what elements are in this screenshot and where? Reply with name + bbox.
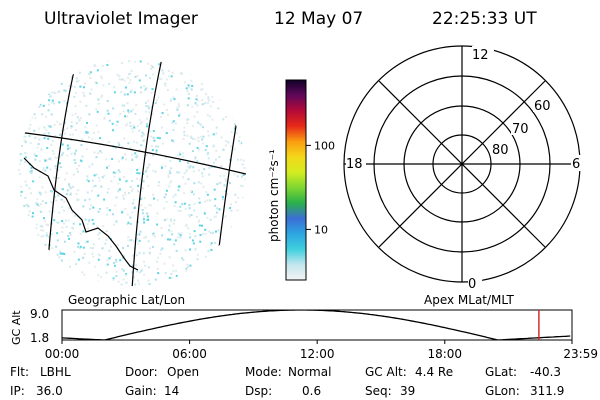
mode-label: Mode: bbox=[245, 365, 282, 379]
coastline bbox=[221, 238, 231, 258]
door-value: Open bbox=[167, 365, 199, 379]
lat-label-70: 70 bbox=[512, 122, 529, 137]
altitude-xtick-label: 23:59 bbox=[563, 347, 598, 361]
colorbar-tick-label: 100 bbox=[314, 139, 335, 152]
altitude-plot-frame bbox=[61, 309, 573, 341]
lat-label-80: 80 bbox=[492, 143, 509, 158]
gain-label: Gain: bbox=[125, 384, 157, 398]
door-label: Door: bbox=[125, 365, 158, 379]
mlt-label-left: 18 bbox=[346, 157, 363, 172]
mlt-label-bottom: 0 bbox=[468, 277, 476, 292]
glon-value: 311.9 bbox=[530, 384, 564, 398]
date-label: 12 May 07 bbox=[274, 9, 363, 29]
gain-value: 14 bbox=[164, 384, 179, 398]
instrument-title: Ultraviolet Imager bbox=[44, 9, 198, 29]
filter-value: LBHL bbox=[40, 365, 71, 379]
seq-value: 39 bbox=[400, 384, 415, 398]
colorbar-tick-label: 10 bbox=[314, 223, 328, 236]
glat-value: -40.3 bbox=[530, 365, 561, 379]
altitude-axis-label: GC Alt bbox=[10, 310, 23, 345]
latitude-line bbox=[18, 131, 246, 175]
altitude-xtick-label: 12:00 bbox=[300, 347, 335, 361]
status-panel: Flt: LBHL IP: 36.0 Door: Open Gain: 14 M… bbox=[10, 365, 564, 398]
altitude-xtick-label: 18:00 bbox=[427, 347, 462, 361]
ip-label: IP: bbox=[10, 384, 25, 398]
altitude-ytick-max: 9.0 bbox=[30, 307, 49, 321]
altitude-plot: GC Alt 9.0 1.8 00:00 06:00 12:00 18:00 23:59 bbox=[10, 307, 598, 361]
mlt-label-right: 6 bbox=[572, 157, 580, 172]
uv-image-map bbox=[18, 58, 246, 286]
polar-diagonal bbox=[378, 80, 546, 248]
filter-label: Flt: bbox=[10, 365, 29, 379]
ip-value: 36.0 bbox=[36, 384, 63, 398]
seq-label: Seq: bbox=[365, 384, 392, 398]
polar-plot bbox=[343, 45, 581, 283]
longitude-line bbox=[131, 58, 163, 286]
apex-label: Apex MLat/MLT bbox=[424, 293, 514, 307]
glon-label: GLon: bbox=[485, 384, 520, 398]
colorbar-unit-label: photon cm⁻²s⁻¹ bbox=[267, 149, 281, 242]
coastline bbox=[23, 157, 139, 271]
geographic-label: Geographic Lat/Lon bbox=[68, 293, 185, 307]
time-label: 22:25:33 UT bbox=[432, 9, 537, 29]
altitude-xtick-label: 00:00 bbox=[45, 347, 80, 361]
mlt-label-top: 12 bbox=[472, 48, 489, 63]
mode-value: Normal bbox=[288, 365, 331, 379]
colorbar-scale bbox=[285, 79, 307, 281]
altitude-xtick-label: 06:00 bbox=[172, 347, 207, 361]
dsp-label: Dsp: bbox=[245, 384, 272, 398]
glat-label: GLat: bbox=[485, 365, 517, 379]
gc-alt-value: 4.4 Re bbox=[415, 365, 453, 379]
dsp-value: 0.6 bbox=[302, 384, 321, 398]
altitude-curve bbox=[62, 310, 571, 340]
gc-alt-label: GC Alt: bbox=[365, 365, 407, 379]
lat-label-60: 60 bbox=[534, 99, 551, 114]
altitude-ytick-min: 1.8 bbox=[30, 331, 49, 345]
colorbar: 100 10 photon cm⁻²s⁻¹ bbox=[267, 79, 335, 281]
